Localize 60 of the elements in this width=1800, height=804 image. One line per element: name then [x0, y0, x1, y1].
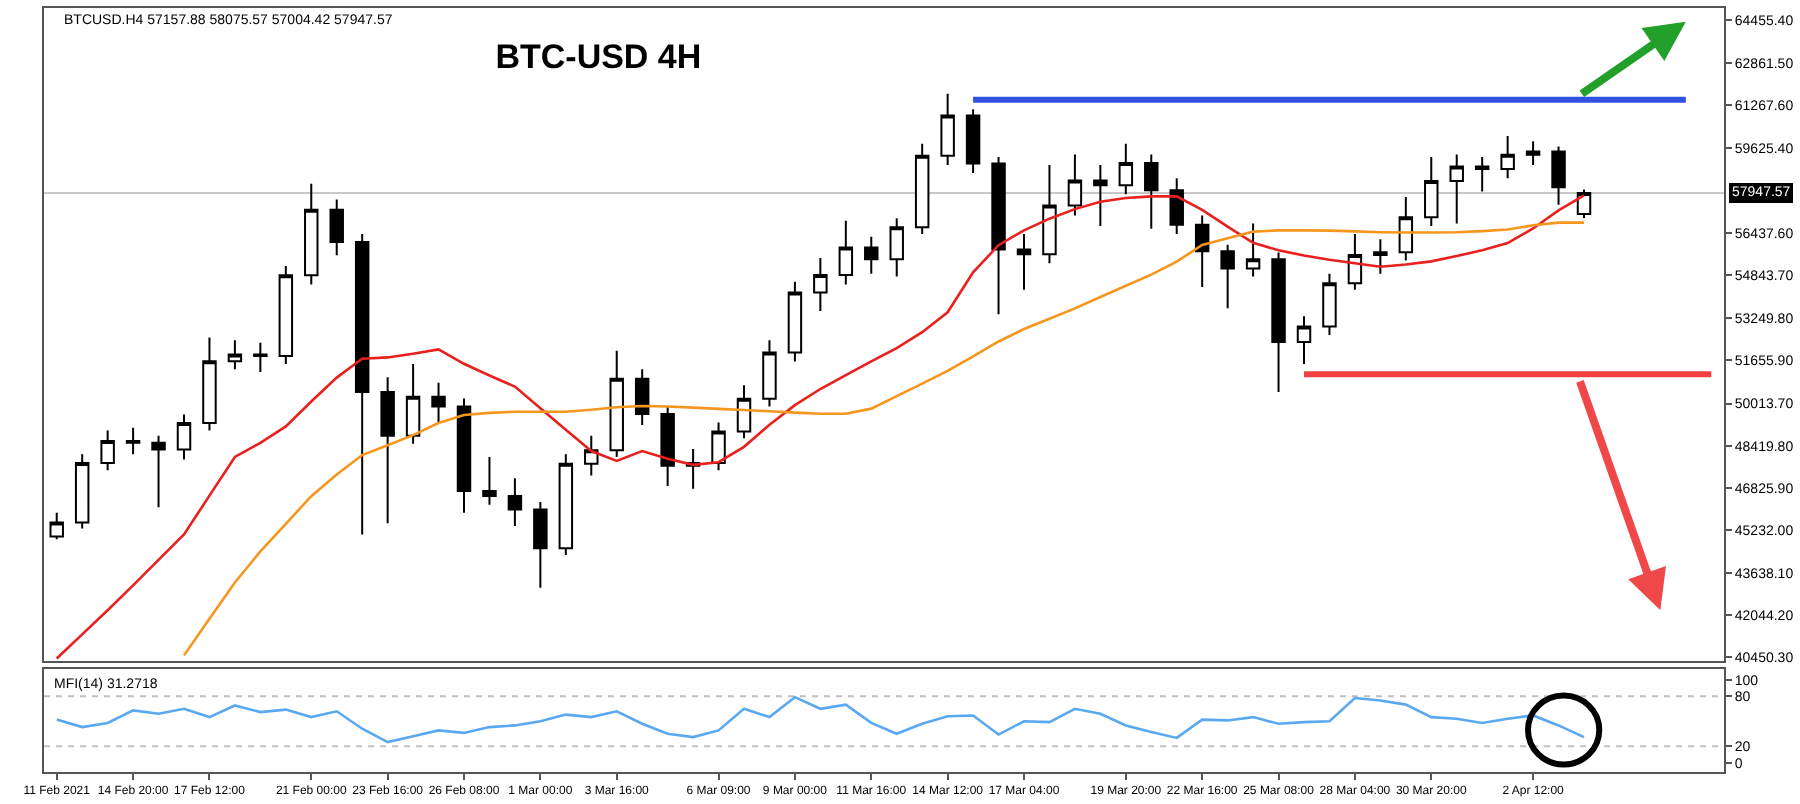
candlestick	[711, 421, 726, 472]
candlestick	[864, 235, 879, 275]
candlestick	[838, 219, 854, 286]
candlestick	[456, 397, 472, 514]
candlestick	[431, 381, 446, 424]
candlestick	[787, 280, 803, 363]
candlestick	[100, 429, 115, 472]
candlestick	[227, 339, 243, 371]
candlestick	[914, 142, 930, 236]
candlestick	[405, 363, 421, 445]
candlestick	[889, 217, 904, 278]
candlestick	[482, 455, 497, 506]
candlestick	[1093, 164, 1108, 228]
candlestick	[253, 341, 268, 374]
candlestick	[584, 434, 599, 477]
candlestick	[176, 413, 192, 461]
candlestick	[329, 198, 344, 257]
candlestick	[1373, 238, 1388, 275]
candlestick	[125, 426, 141, 456]
candlestick	[660, 405, 675, 488]
candlestick	[151, 434, 166, 509]
candlestick	[1118, 142, 1134, 196]
candlestick	[1347, 233, 1363, 291]
candlestick	[278, 264, 294, 366]
candlestick	[1474, 156, 1490, 193]
candlestick	[965, 108, 981, 175]
candlestick	[354, 233, 370, 536]
candlestick	[1296, 315, 1312, 366]
candlestick	[1067, 153, 1083, 217]
candlestick	[558, 453, 574, 557]
candlestick	[1500, 134, 1515, 180]
candlestick	[49, 511, 64, 541]
candlestick	[1169, 177, 1184, 236]
candlestick	[1245, 222, 1261, 278]
candlestick	[1424, 156, 1439, 228]
candlestick	[1322, 272, 1337, 336]
candlestick	[940, 92, 955, 167]
candlestick	[1194, 214, 1210, 289]
candlestick	[1398, 195, 1414, 262]
candlestick	[74, 453, 90, 530]
candlestick	[1525, 140, 1541, 167]
candlestick	[762, 339, 777, 408]
candlestick	[1449, 153, 1464, 225]
candlestick	[1016, 233, 1032, 291]
candlestick	[1144, 153, 1159, 230]
candlestick	[1551, 145, 1566, 206]
text: BTC-USD 4H	[495, 37, 702, 76]
candlestick	[609, 349, 624, 458]
candlestick	[1271, 251, 1286, 393]
candlestick	[1220, 243, 1235, 310]
candlestick	[202, 336, 217, 432]
candlestick	[507, 477, 523, 527]
candlestick	[1042, 164, 1057, 265]
candlestick	[533, 501, 548, 589]
candlestick	[380, 376, 395, 525]
candlestick	[813, 256, 828, 312]
candlestick	[304, 182, 319, 286]
candlestick	[736, 384, 752, 440]
candlestick	[991, 156, 1006, 316]
candlestick	[634, 368, 650, 427]
